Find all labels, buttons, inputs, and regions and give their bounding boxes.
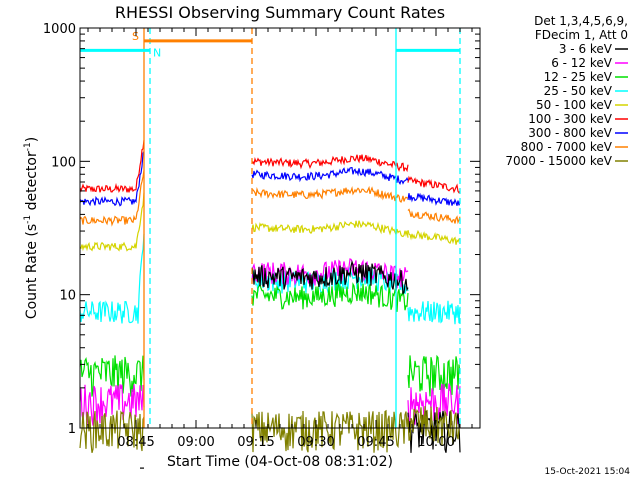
x-tick-label-3: 09:30 [297,435,334,450]
x-tick-label-4: 09:45 [357,435,394,450]
x-axis-ticks: 08:45 09:00 09:15 09:30 09:45 10:00 [87,28,473,450]
y-tick-label-0: 1 [68,422,76,437]
chart-title: RHESSI Observing Summary Count Rates [115,3,445,22]
legend-header-line-1: Det 1,3,4,5,6,9, [534,14,628,28]
y-axis-label-part: Count Rate (s [24,224,40,319]
x-tick-label-0: 08:45 [117,435,154,450]
legend-label-4: 50 - 100 keV [536,98,613,112]
y-axis-ticks: 1 10 100 1000 [43,22,480,437]
legend-label-8: 7000 - 15000 keV [505,154,612,168]
series-line-5-seg-2 [407,175,461,194]
legend-label-1: 6 - 12 keV [551,56,613,70]
flag-bars: SN [80,30,460,59]
interval-lines [143,28,461,428]
series-line-3-seg-0 [79,233,145,324]
series-line-0-seg-1 [251,259,409,295]
series-line-7-seg-2 [407,208,461,225]
y-axis-label-sup: -1 [23,142,33,151]
legend-label-6: 300 - 800 keV [528,126,612,140]
series-line-5-seg-1 [251,154,409,173]
y-axis-label: Count Rate (s-1 detector-1) [23,137,40,319]
series-line-2-seg-2 [407,354,461,397]
footer-timestamp: 15-Oct-2021 15:04 [545,467,631,477]
series-line-6-seg-0 [79,151,145,207]
series-line-4-seg-2 [407,229,461,245]
flag-label-1: N [153,46,161,59]
series-line-3-seg-2 [407,300,461,325]
x-tick-label-5: 10:00 [417,435,454,450]
series-line-2-seg-1 [251,281,409,312]
series-line-7-seg-0 [79,170,145,227]
series-line-4-seg-1 [251,220,409,238]
x-tick-label-2: 09:15 [237,435,274,450]
legend-label-0: 3 - 6 keV [559,42,613,56]
x-axis-label: Start Time (04-Oct-08 08:31:02) [167,454,393,470]
series-line-8-seg-1 [251,409,409,453]
series-line-6-seg-1 [251,166,409,185]
flag-label-0: S [132,30,139,43]
legend-label-7: 800 - 7000 keV [521,140,613,154]
series-line-1-seg-0 [79,384,145,426]
y-axis-label-part: detector [24,151,40,215]
legend-label-3: 25 - 50 keV [544,84,613,98]
legend-header-line-2: FDecim 1, Att 0 [535,28,628,42]
series-line-8-seg-2 [407,406,461,446]
y-axis-label-part: ) [24,137,40,142]
x-tick-label-1: 09:00 [177,435,214,450]
legend-label-5: 100 - 300 keV [528,112,612,126]
series-line-7-seg-1 [252,185,409,204]
y-axis-label-sup: -1 [23,215,33,224]
trace-layer [79,140,461,469]
series-line-6-seg-2 [407,192,461,206]
y-tick-label-3: 1000 [43,22,76,37]
series-line-8-seg-0 [79,410,145,453]
series-line-4-seg-0 [79,192,145,252]
y-tick-label-2: 100 [51,155,76,170]
series-line-5-seg-0 [79,140,145,193]
legend-label-2: 12 - 25 keV [544,70,613,84]
y-tick-label-1: 10 [59,289,76,304]
